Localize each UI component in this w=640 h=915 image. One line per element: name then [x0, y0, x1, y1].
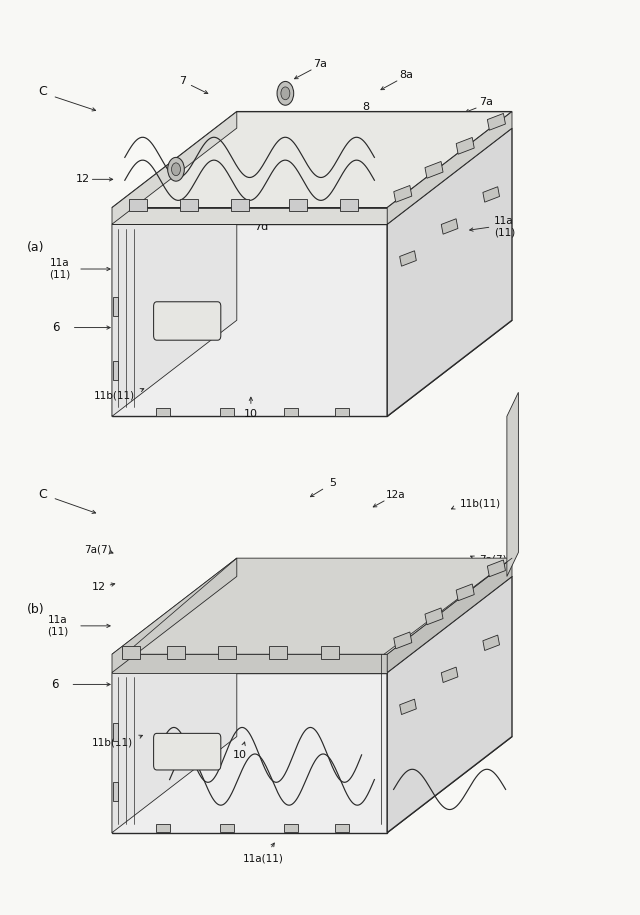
Circle shape [281, 87, 290, 100]
Text: 7d: 7d [396, 131, 410, 140]
Polygon shape [507, 393, 518, 576]
Polygon shape [112, 576, 237, 833]
Text: 11a
(11): 11a (11) [47, 615, 68, 637]
Bar [220, 824, 234, 833]
Bar [129, 199, 147, 211]
Bar [399, 699, 417, 715]
Bar [441, 667, 458, 683]
Polygon shape [112, 558, 512, 654]
Bar [394, 186, 412, 202]
Bar [156, 824, 170, 833]
Text: (b): (b) [27, 603, 45, 616]
Polygon shape [387, 558, 512, 673]
Circle shape [172, 163, 180, 176]
Bar [425, 161, 443, 178]
Bar [340, 199, 358, 211]
Text: 8a: 8a [152, 193, 166, 202]
Text: 6: 6 [52, 321, 60, 334]
Text: 11a(11): 11a(11) [243, 854, 284, 863]
Text: 11a
(11): 11a (11) [494, 216, 515, 238]
FancyBboxPatch shape [154, 302, 221, 340]
Polygon shape [112, 112, 237, 224]
Polygon shape [387, 576, 512, 833]
Text: 7a(7): 7a(7) [479, 555, 506, 565]
Bar [113, 723, 118, 741]
Text: 10: 10 [244, 410, 258, 419]
Bar [483, 187, 500, 202]
Text: 11b(11): 11b(11) [460, 499, 500, 508]
Bar [289, 199, 307, 211]
Text: (a): (a) [27, 241, 44, 253]
Polygon shape [112, 224, 387, 416]
Bar [218, 646, 236, 659]
Bar [113, 361, 118, 380]
Bar [488, 113, 506, 130]
Polygon shape [387, 112, 512, 224]
Bar [425, 608, 443, 625]
Text: 8: 8 [362, 102, 370, 112]
Text: 10: 10 [233, 750, 247, 759]
Bar [180, 199, 198, 211]
Bar [284, 407, 298, 415]
Text: 12: 12 [92, 583, 106, 592]
Circle shape [168, 157, 184, 181]
Bar [399, 251, 417, 266]
Bar [231, 199, 249, 211]
Polygon shape [112, 320, 512, 416]
Bar [113, 782, 118, 801]
Polygon shape [387, 128, 512, 416]
Text: 7: 7 [179, 76, 186, 85]
Bar [113, 297, 118, 316]
Text: 5: 5 [330, 479, 336, 488]
Text: 11a
(11): 11a (11) [49, 258, 70, 280]
Bar [156, 407, 170, 415]
Bar [122, 646, 140, 659]
Text: 12a: 12a [386, 490, 405, 500]
Text: 11b(11): 11b(11) [93, 391, 134, 400]
Text: 6: 6 [51, 678, 58, 691]
Text: 8: 8 [180, 208, 188, 217]
Text: 12: 12 [76, 175, 90, 184]
Bar [321, 646, 339, 659]
Text: 7a: 7a [479, 98, 493, 107]
Bar [284, 824, 298, 833]
Bar [441, 219, 458, 234]
FancyBboxPatch shape [154, 734, 221, 770]
Polygon shape [112, 208, 387, 224]
Text: 7d: 7d [254, 222, 268, 231]
Polygon shape [112, 654, 387, 673]
Text: 7a(7): 7a(7) [84, 544, 112, 554]
Text: C: C [38, 85, 47, 98]
Bar [394, 632, 412, 649]
Bar [488, 560, 506, 576]
Bar [167, 646, 185, 659]
Bar [335, 407, 349, 415]
Bar [269, 646, 287, 659]
Polygon shape [112, 112, 512, 208]
Polygon shape [112, 737, 512, 833]
Bar [483, 635, 500, 651]
Bar [220, 407, 234, 415]
Text: 7a: 7a [313, 59, 327, 69]
Text: 11b(11): 11b(11) [92, 738, 132, 748]
Polygon shape [112, 128, 237, 416]
Bar [456, 137, 474, 155]
Bar [335, 824, 349, 833]
Bar [456, 584, 474, 601]
Text: C: C [38, 488, 47, 501]
Text: 8a: 8a [399, 70, 413, 80]
Polygon shape [112, 673, 387, 833]
Circle shape [277, 81, 294, 105]
Polygon shape [112, 558, 237, 673]
